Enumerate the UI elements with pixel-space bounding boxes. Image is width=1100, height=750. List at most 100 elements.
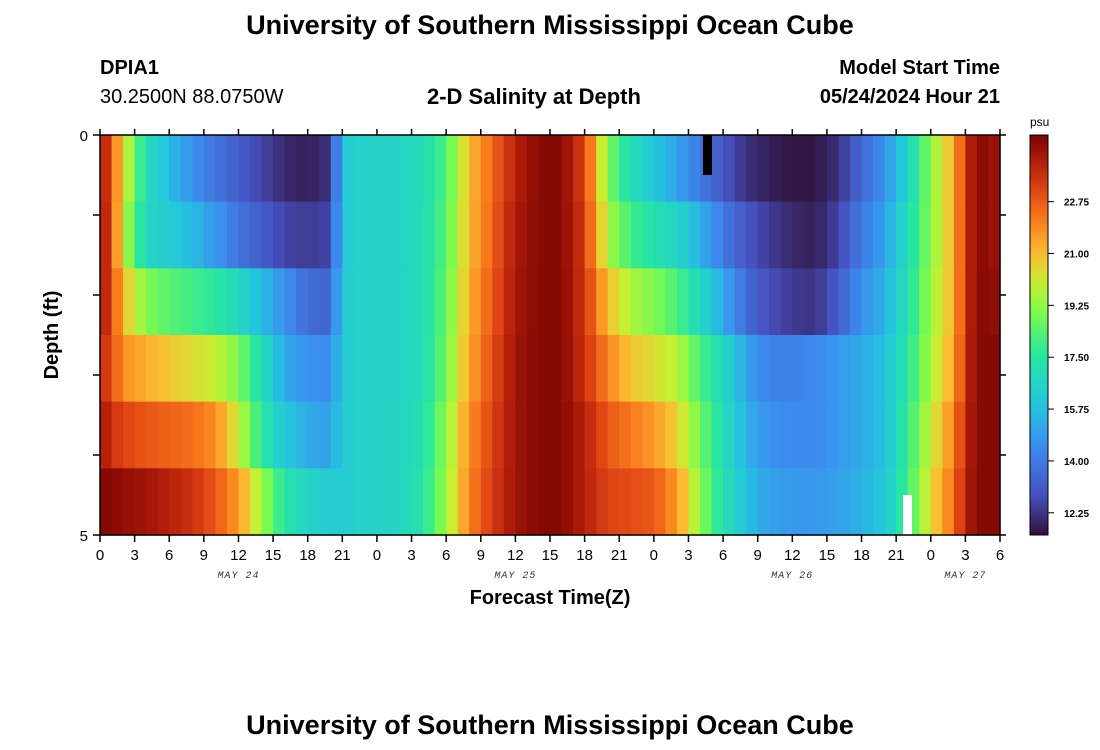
heatmap-cell [180, 201, 193, 269]
heatmap-cell [411, 335, 424, 403]
heatmap-cell [226, 401, 240, 469]
colorbar-tick-label: 21.00 [1064, 250, 1089, 261]
heatmap-cell [411, 201, 424, 269]
heatmap-cell [676, 335, 690, 403]
heatmap-cell [838, 268, 851, 336]
heatmap-cell [226, 135, 240, 203]
y-tick-label: 0 [80, 128, 88, 145]
heatmap-cell [815, 401, 828, 469]
heatmap-cell [919, 468, 932, 536]
heatmap-cell [688, 335, 701, 403]
heatmap-cell [273, 335, 286, 403]
heatmap-cell [642, 401, 655, 469]
heatmap-cell [446, 335, 459, 403]
model-start-value: 05/24/2024 Hour 21 [819, 86, 1000, 108]
heatmap-cell [746, 201, 759, 269]
x-tick-label: 21 [611, 547, 628, 564]
heatmap-cell [642, 135, 655, 203]
heatmap-cell [665, 201, 678, 269]
heatmap-cell [607, 468, 620, 536]
heatmap-cell [676, 468, 690, 536]
heatmap-cell [376, 135, 390, 203]
x-tick-label: 0 [96, 547, 104, 564]
heatmap-cell [111, 335, 124, 403]
heatmap-cell [884, 401, 897, 469]
heatmap-cell [850, 201, 863, 269]
heatmap-cell [896, 135, 909, 203]
heatmap-cell [665, 401, 678, 469]
heatmap-cell [250, 468, 263, 536]
heatmap-cell [319, 335, 332, 403]
heatmap-cell [434, 335, 447, 403]
heatmap-cell [192, 268, 205, 336]
heatmap-cell [561, 268, 574, 336]
heatmap-cell [111, 268, 124, 336]
heatmap-cell [515, 268, 528, 336]
heatmap-cell [930, 135, 943, 203]
heatmap-cell [826, 201, 840, 269]
heatmap-cell [526, 335, 540, 403]
heatmap-cell [492, 268, 505, 336]
heatmap-cell [988, 135, 1001, 203]
colorbar-ticks: 12.25 14.00 15.75 17.50 19.25 21.00 22.75 [1048, 198, 1089, 520]
heatmap-cell [988, 268, 1001, 336]
heatmap-cell [503, 135, 516, 203]
heatmap-cell [446, 135, 459, 203]
x-tick-label: 0 [373, 547, 381, 564]
station-id: DPIA1 [100, 57, 159, 79]
heatmap-cell [284, 335, 297, 403]
heatmap-cell [665, 468, 678, 536]
x-tick-label: 0 [927, 547, 935, 564]
heatmap-cell [400, 468, 413, 536]
heatmap-cell [746, 268, 759, 336]
heatmap-cell [930, 468, 943, 536]
heatmap-cell [653, 268, 666, 336]
heatmap-cell [826, 468, 840, 536]
heatmap-cell [169, 268, 182, 336]
footer-title: University of Southern Mississippi Ocean… [246, 710, 854, 740]
heatmap-cell [319, 268, 332, 336]
heatmap-cell [446, 268, 459, 336]
heatmap-cell [226, 468, 240, 536]
x-tick-label: 9 [477, 547, 485, 564]
heatmap-cell [526, 401, 540, 469]
heatmap-cell [423, 401, 436, 469]
heatmap-cell [596, 468, 609, 536]
heatmap-cell [180, 135, 193, 203]
heatmap-cell [780, 201, 793, 269]
heatmap-cell [515, 201, 528, 269]
heatmap-cell [861, 268, 874, 336]
heatmap-cell [953, 135, 966, 203]
day-label: MAY 24 [217, 571, 259, 582]
heatmap-cell [792, 268, 805, 336]
heatmap-cell [573, 335, 586, 403]
heatmap-cell [884, 335, 897, 403]
heatmap-cell [100, 335, 113, 403]
heatmap-cell [826, 268, 840, 336]
heatmap-cell [342, 201, 355, 269]
heatmap-cell [965, 401, 978, 469]
heatmap-cell [296, 268, 309, 336]
heatmap-cell [123, 335, 136, 403]
heatmap-cell [250, 335, 263, 403]
heatmap-cell [146, 401, 159, 469]
heatmap-cell [538, 401, 551, 469]
heatmap-cell [965, 468, 978, 536]
heatmap-cell [157, 135, 170, 203]
heatmap-cell [538, 135, 551, 203]
heatmap-cell [942, 268, 955, 336]
heatmap-cell [296, 401, 309, 469]
heatmap-cell [203, 401, 216, 469]
colorbar-tick-label: 19.25 [1064, 301, 1089, 312]
heatmap-cell [700, 335, 713, 403]
heatmap-cell [400, 401, 413, 469]
heatmap-cell [642, 268, 655, 336]
heatmap-cell [307, 201, 320, 269]
heatmap-cell [815, 335, 828, 403]
heatmap-cell [607, 268, 620, 336]
heatmap-cell [469, 335, 482, 403]
heatmap-cell [365, 468, 378, 536]
x-tick-label: 3 [407, 547, 415, 564]
heatmap-cell [873, 135, 886, 203]
heatmap-cell [226, 335, 240, 403]
